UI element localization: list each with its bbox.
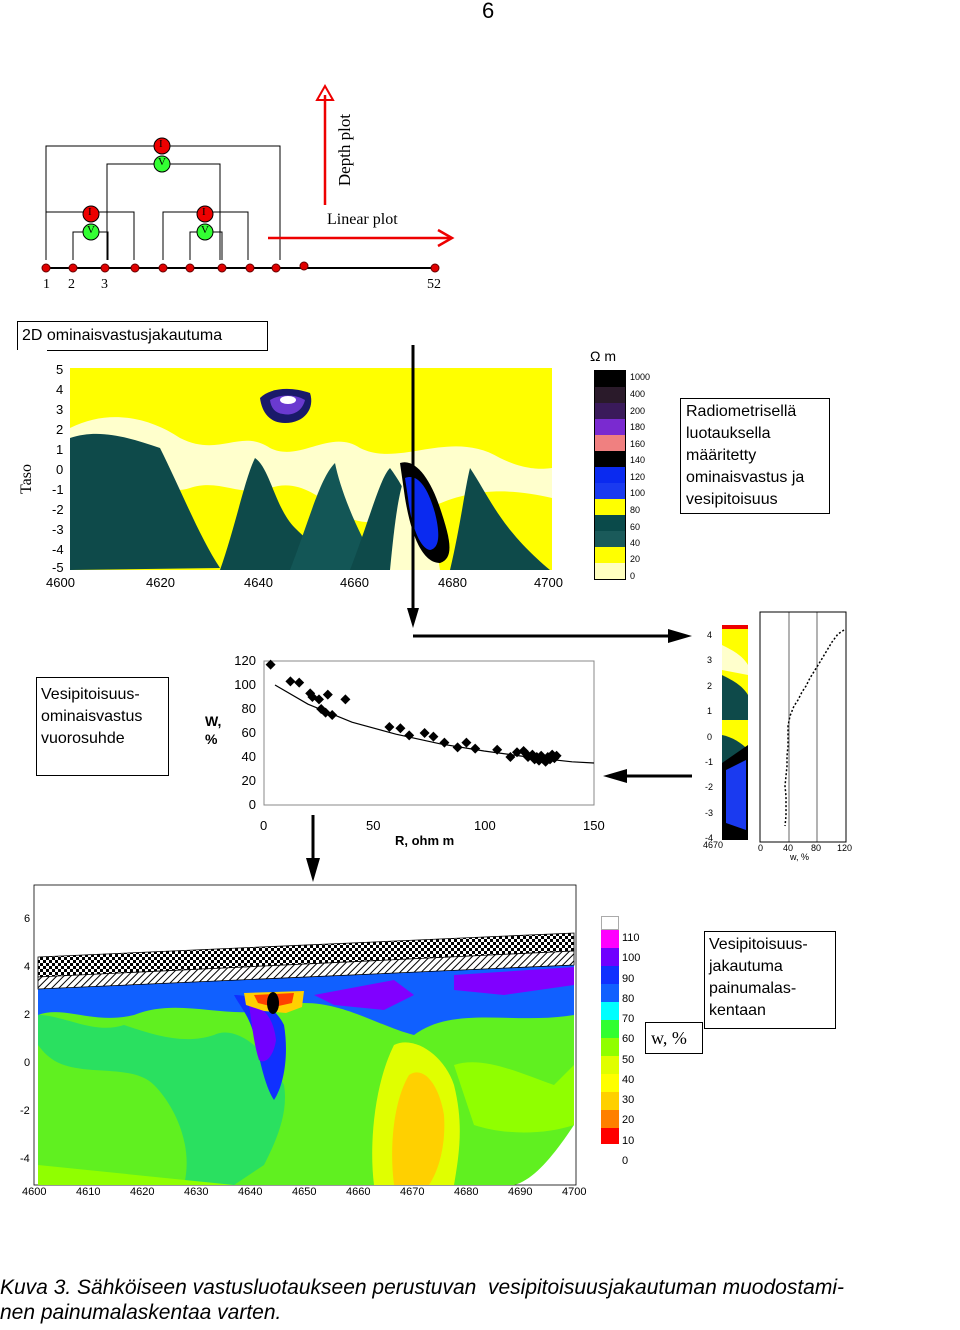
resistivity-log-column: [722, 625, 748, 840]
water-resistivity-scatter: [263, 659, 595, 806]
data-point: [404, 730, 415, 741]
data-point: [314, 694, 324, 705]
water-content-profile: [759, 611, 847, 843]
current-label: I: [88, 206, 92, 218]
panel3-note: Vesipitoisuus-jakautuma painumalas-kenta…: [704, 931, 836, 1029]
panel1-title: 2D ominaisvastusjakautuma: [17, 321, 268, 351]
fit-curve: [274, 684, 595, 764]
electrode-label-2: 2: [68, 277, 75, 292]
figure-caption: Kuva 3. Sähköiseen vastusluotaukseen per…: [0, 1276, 844, 1324]
data-point: [384, 722, 395, 732]
panel1-note: Radiometrisellä luotauksella määritetty …: [680, 398, 830, 514]
voltage-label: V: [158, 156, 166, 168]
panel3-unit-box: w, %: [645, 1022, 703, 1054]
panel2-y-label: W, %: [205, 713, 222, 747]
data-point: [419, 728, 430, 738]
data-point: [265, 659, 276, 670]
voltage-label: V: [87, 224, 95, 236]
profile-x-label: w, %: [790, 852, 810, 862]
data-point: [551, 750, 562, 761]
data-point: [327, 710, 338, 720]
data-point: [527, 749, 538, 760]
current-label: I: [202, 206, 206, 218]
current-voltage-icon: [196, 205, 214, 241]
data-point: [285, 676, 296, 687]
page-number: 6: [482, 0, 495, 23]
data-point: [305, 688, 316, 699]
data-point: [505, 752, 516, 762]
current-voltage-icon: [153, 137, 171, 173]
panel2-x-label: R, ohm m: [395, 833, 455, 848]
current-label: I: [159, 138, 163, 150]
voltage-label: V: [201, 224, 209, 236]
resistivity-section: [70, 368, 552, 570]
data-point: [452, 742, 463, 753]
panel1-legend-bar: [594, 370, 626, 580]
flow-arrows: [306, 345, 692, 882]
panel1-axis-label-box: [17, 350, 47, 610]
data-point: [428, 731, 439, 742]
data-point: [395, 723, 406, 734]
water-content-section: [33, 884, 577, 1186]
electrode-pair-left: I V: [82, 205, 100, 245]
linear-plot-label: Linear plot: [327, 211, 398, 228]
current-voltage-icon: [82, 205, 100, 241]
electrode-label-3: 3: [101, 277, 108, 292]
data-point: [340, 694, 351, 705]
data-point: [439, 737, 450, 748]
data-point: [492, 744, 503, 755]
electrode-pair-top: I V: [153, 137, 171, 177]
data-point: [294, 677, 305, 688]
panel1-legend-unit: Ω m: [590, 348, 617, 364]
panel2-label-box: Vesipitoisuus-ominaisvastus vuorosuhde: [36, 677, 169, 776]
panel3-legend-bar: [601, 916, 619, 1162]
electrode-label-52: 52: [427, 277, 441, 292]
data-point: [322, 689, 333, 700]
data-point: [316, 704, 327, 714]
data-point: [461, 737, 472, 748]
data-point: [470, 743, 481, 754]
data-point: [534, 755, 544, 766]
electrode-pair-mid: I V: [196, 205, 214, 245]
electrode-label-1: 1: [43, 277, 50, 292]
log-column-x-tick: 4670: [703, 840, 724, 850]
data-point: [512, 747, 522, 758]
data-point: [520, 748, 531, 759]
plot-frame: [263, 660, 595, 806]
